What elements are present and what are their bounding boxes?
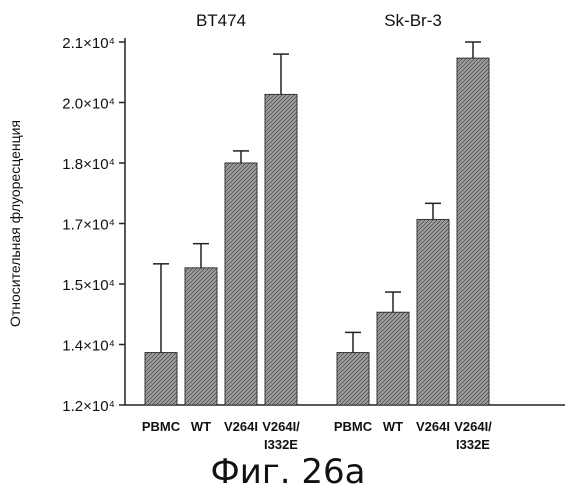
y-axis-label: Относительная флуоресценция bbox=[7, 120, 23, 327]
y-tick-label: 2.0×10⁴ bbox=[62, 96, 115, 113]
bar-chart: 1.2×10⁴ 1.4×10⁴ 1.5×10⁴ 1.7×10⁴ 1.8×10⁴ 2.0×1… bbox=[0, 0, 576, 450]
category-label: PBMC bbox=[142, 419, 181, 434]
category-label: V264I bbox=[416, 419, 450, 434]
category-label: V264I bbox=[224, 419, 258, 434]
y-tick-label: 1.8×10⁴ bbox=[62, 156, 115, 173]
category-label: PBMC bbox=[334, 419, 373, 434]
y-tick-label: 2.1×10⁴ bbox=[62, 35, 115, 52]
category-label: V264I/ bbox=[454, 419, 492, 434]
bar bbox=[417, 219, 449, 405]
category-label: V264I/ bbox=[262, 419, 300, 434]
bar bbox=[337, 353, 369, 405]
bar bbox=[145, 353, 177, 405]
y-tick-label: 1.7×10⁴ bbox=[62, 217, 115, 234]
y-tick-label: 1.2×10⁴ bbox=[62, 398, 115, 415]
figure-caption: Фиг. 26a bbox=[0, 452, 576, 492]
bar bbox=[225, 163, 257, 405]
y-tick-label: 1.5×10⁴ bbox=[62, 277, 115, 294]
category-label: WT bbox=[191, 419, 211, 434]
category-label: I332E bbox=[456, 437, 490, 450]
bar bbox=[377, 312, 409, 405]
bar bbox=[185, 268, 217, 405]
category-label: I332E bbox=[264, 437, 298, 450]
bar bbox=[457, 58, 489, 405]
bar bbox=[265, 94, 297, 405]
group-title: Sk-Br-3 bbox=[384, 11, 442, 30]
y-tick-label: 1.4×10⁴ bbox=[62, 338, 115, 355]
group-title: BT474 bbox=[196, 11, 246, 30]
category-label: WT bbox=[383, 419, 403, 434]
